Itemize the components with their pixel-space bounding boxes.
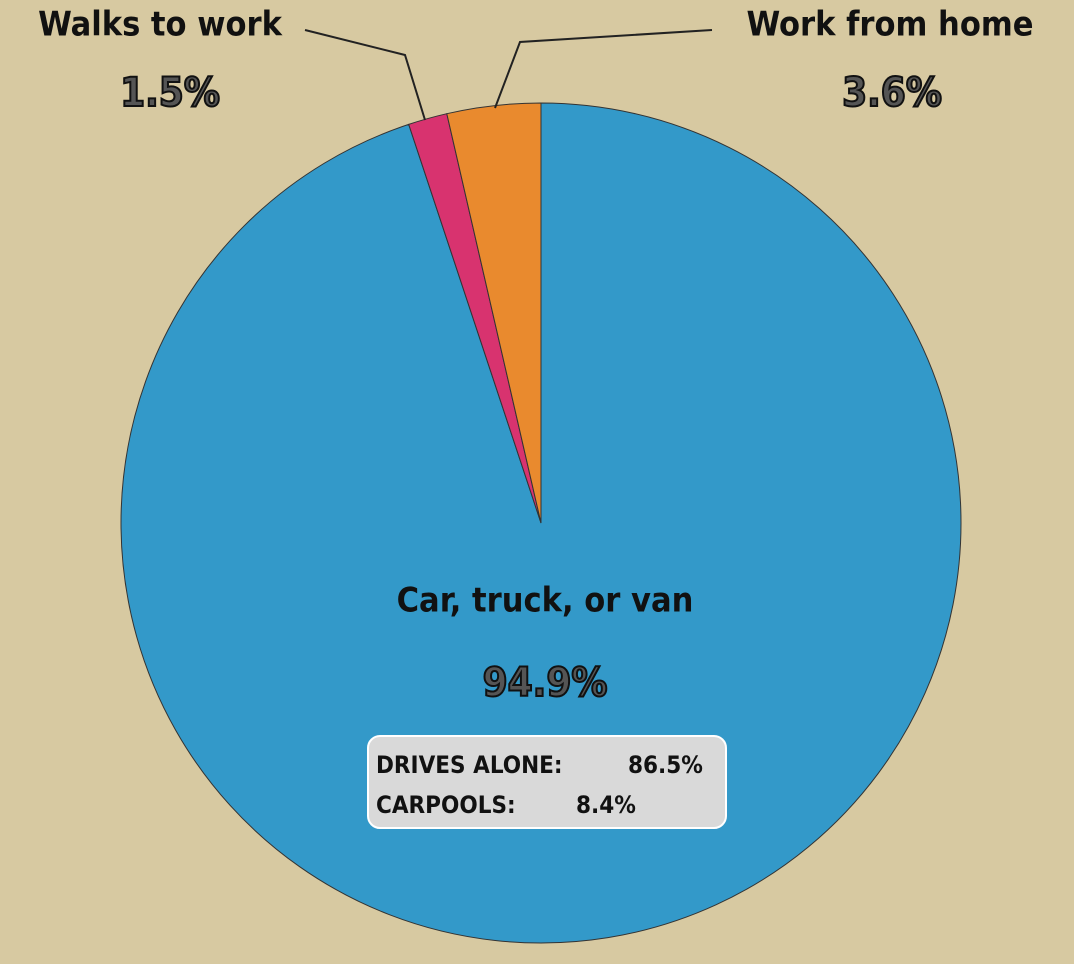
leader-line	[304, 29, 426, 121]
slice	[446, 102, 542, 524]
leader-line	[494, 29, 713, 109]
value-label: 1.5%	[120, 70, 220, 116]
breakdown-box	[367, 735, 727, 829]
value-label: 3.6%	[842, 70, 942, 116]
value-label: 94.9%	[483, 660, 608, 706]
pie	[120, 102, 962, 944]
breakdown-label: CARPOOLS:	[376, 791, 516, 819]
breakdown-label: DRIVES ALONE:	[376, 751, 563, 779]
breakdown-value: 86.5%	[628, 751, 703, 779]
slice	[120, 102, 962, 944]
slice-label: Car, truck, or van	[397, 581, 694, 621]
slice-label: Work from home	[747, 5, 1034, 45]
breakdown-value: 8.4%	[576, 791, 636, 819]
slice-label: Walks to work	[38, 5, 282, 45]
